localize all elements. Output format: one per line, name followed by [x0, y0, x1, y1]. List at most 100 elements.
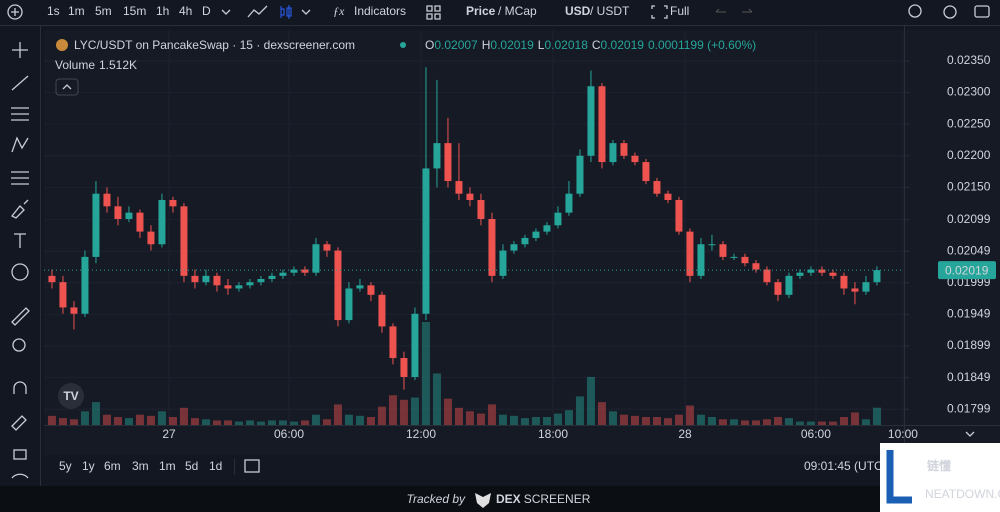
fullscreen-icon[interactable]	[651, 5, 668, 19]
camera-icon[interactable]	[974, 5, 990, 18]
undo-icon[interactable]	[715, 8, 726, 13]
ohlc-value: 0.02019	[601, 38, 645, 52]
trendline-tool[interactable]	[11, 75, 29, 91]
candle-body	[840, 275, 848, 289]
fib-tool[interactable]	[11, 107, 29, 121]
volume-bar	[597, 402, 606, 425]
price-toggle[interactable]: Price	[466, 4, 496, 18]
candle-body	[169, 200, 177, 207]
y-tick-label: 0.01949	[947, 307, 991, 321]
y-tick-label: 0.01849	[947, 370, 991, 384]
interval-button[interactable]: D	[202, 4, 211, 18]
eye-tool[interactable]	[11, 473, 29, 479]
candle-body	[444, 143, 452, 182]
candle-body	[785, 275, 793, 295]
interval-button[interactable]: 1m	[68, 4, 85, 18]
volume-bar	[465, 411, 474, 425]
interval-button[interactable]: 5m	[95, 4, 112, 18]
brand-bold: DEX	[496, 492, 521, 506]
x-tick-label: 12:00	[406, 427, 436, 441]
volume-bar	[69, 419, 78, 425]
fx-icon[interactable]: ƒx	[333, 4, 345, 18]
volume-bar	[806, 421, 815, 425]
crosshair-tool[interactable]	[12, 42, 28, 58]
volume-bar	[630, 415, 639, 425]
footer-brand[interactable]: DEX SCREENER	[496, 492, 591, 506]
usd-toggle[interactable]: USD	[565, 4, 591, 18]
text-tool[interactable]	[14, 233, 26, 248]
ruler-tool[interactable]	[11, 307, 30, 326]
interval-button[interactable]: 1h	[156, 4, 169, 18]
volume-bar	[685, 405, 694, 425]
watermark-name: 链懂	[927, 458, 951, 473]
volume-bar	[124, 418, 133, 425]
add-symbol-icon[interactable]	[7, 4, 23, 20]
ohlc-value: 0.02018	[544, 38, 588, 52]
axis-settings[interactable]	[965, 431, 975, 437]
candle-body	[532, 231, 540, 238]
interval-button[interactable]: 4h	[179, 4, 192, 18]
pattern-tool[interactable]	[11, 136, 29, 153]
last-price-label: 0.02019	[945, 263, 989, 277]
volume-bar	[91, 402, 100, 425]
candle-body	[818, 269, 826, 273]
full-button[interactable]: Full	[670, 4, 689, 18]
candle-body	[576, 155, 584, 194]
range-button[interactable]: 3m	[132, 459, 149, 473]
dropdown-icon[interactable]	[221, 9, 231, 15]
candle-body	[752, 263, 760, 270]
bottom-bar	[44, 455, 1000, 486]
lock-tool[interactable]	[13, 449, 27, 460]
volume-bar	[531, 416, 540, 425]
volume-bar	[861, 419, 870, 425]
magnet-tool[interactable]	[13, 381, 27, 394]
brush-tool[interactable]	[10, 199, 29, 219]
range-button[interactable]: 1m	[159, 459, 176, 473]
emoji-tool[interactable]	[11, 263, 29, 281]
volume-bar	[168, 416, 177, 425]
collapse-button[interactable]	[55, 78, 79, 96]
indicators-button[interactable]: Indicators	[354, 4, 406, 18]
volume-bar	[751, 420, 760, 425]
range-button[interactable]: 5d	[185, 459, 198, 473]
lock-drawing-tool[interactable]	[11, 415, 27, 431]
candle-body	[125, 212, 133, 219]
candle-body	[697, 244, 705, 276]
range-button[interactable]: 1y	[82, 459, 95, 473]
candle-body	[312, 244, 320, 273]
range-button[interactable]: 6m	[104, 459, 121, 473]
layout-icon[interactable]	[426, 5, 441, 20]
volume-bar	[619, 414, 628, 425]
volume-bar	[102, 414, 111, 425]
settings-icon[interactable]	[943, 5, 957, 19]
interval-button[interactable]: 15m	[123, 4, 146, 18]
volume-bar	[564, 410, 573, 425]
usdt-toggle[interactable]: / USDT	[590, 4, 630, 18]
top-toolbar	[0, 0, 1000, 25]
candle-body	[103, 193, 111, 207]
chart-line-icon[interactable]	[247, 5, 268, 18]
candles-icon[interactable]	[280, 5, 292, 19]
dropdown-icon[interactable]	[301, 9, 311, 15]
candle-body	[565, 193, 573, 213]
forecast-tool[interactable]	[11, 171, 29, 185]
candle-body	[587, 86, 595, 156]
replay-icon[interactable]	[908, 4, 922, 18]
candle-layer	[48, 67, 881, 390]
candle-body	[136, 212, 144, 232]
mcap-toggle[interactable]: / MCap	[498, 4, 537, 18]
candle-body	[257, 279, 265, 283]
date-range-icon[interactable]	[244, 459, 260, 473]
add-symbol-plus	[11, 8, 19, 16]
range-button[interactable]: 1d	[209, 459, 222, 473]
range-button[interactable]: 5y	[59, 459, 72, 473]
volume-bar	[410, 397, 419, 425]
interval-button[interactable]: 1s	[47, 4, 60, 18]
x-tick-label: 10:00	[888, 427, 918, 441]
volume-bar	[267, 420, 276, 425]
candle-body	[796, 272, 804, 276]
y-tick-label: 0.02300	[947, 85, 991, 99]
redo-icon[interactable]	[742, 8, 753, 13]
zoom-tool[interactable]	[12, 338, 26, 352]
volume-bar	[421, 322, 430, 425]
